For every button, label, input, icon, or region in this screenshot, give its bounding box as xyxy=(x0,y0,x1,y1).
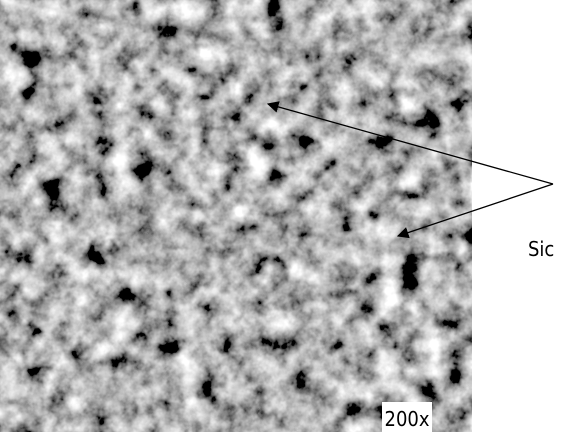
micrograph-figure: Sic 200x xyxy=(0,0,577,432)
page: {"annotation": {"label": "Sic"}, "magnif… xyxy=(0,0,577,432)
micrograph-texture xyxy=(0,0,472,432)
magnification-label: 200x xyxy=(385,407,430,431)
annotation-label: Sic xyxy=(528,237,554,261)
